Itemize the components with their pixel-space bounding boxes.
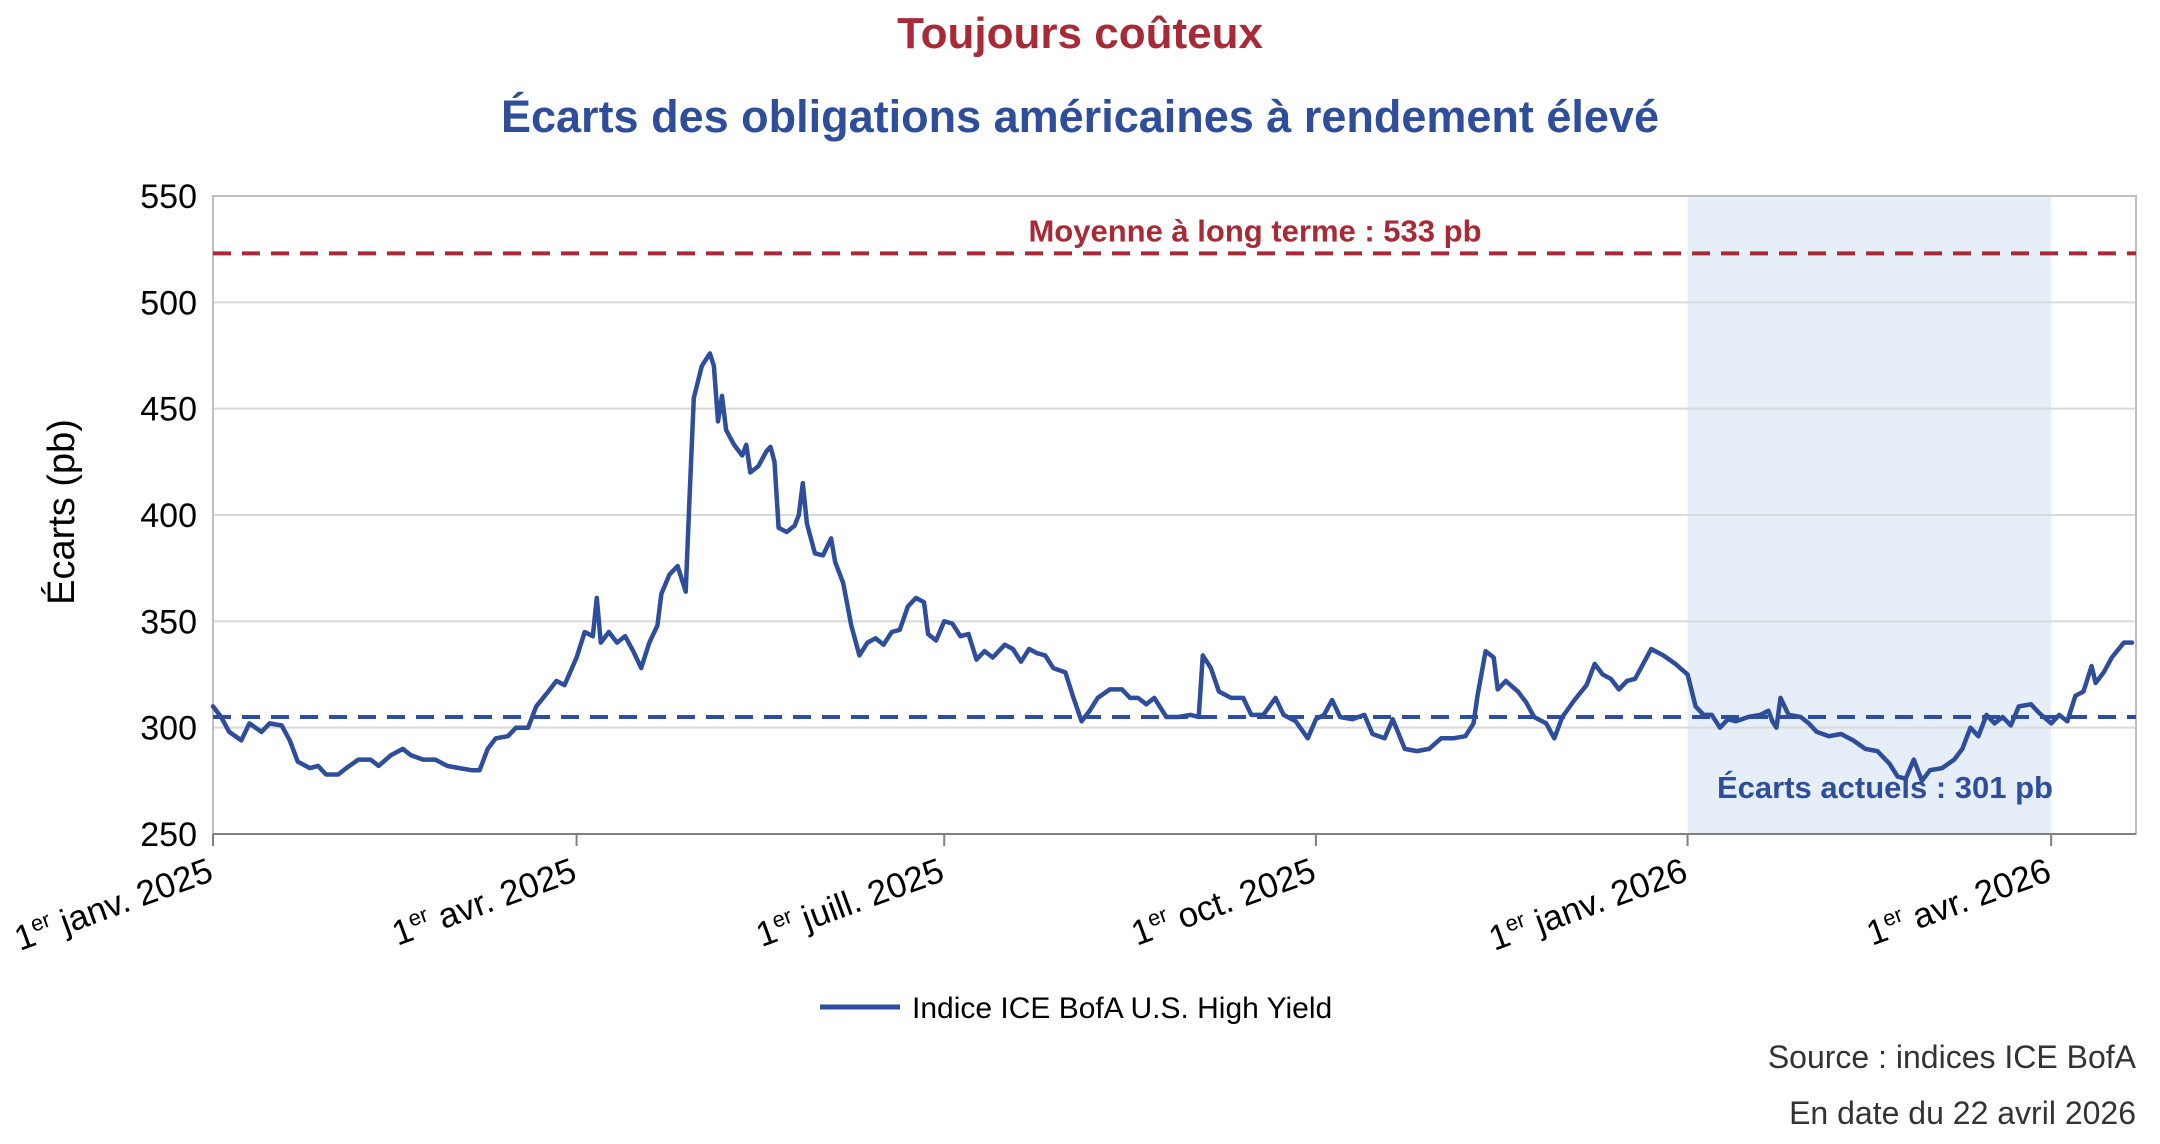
y-tick-label: 250 xyxy=(140,816,197,854)
long-term-average-label: Moyenne à long terme : 533 pb xyxy=(1028,213,1481,248)
series-line xyxy=(210,351,2135,784)
legend: Indice ICE BofA U.S. High Yield xyxy=(820,992,1332,1025)
source-note: Source : indices ICE BofA xyxy=(1768,1039,2137,1075)
plot-area: 250 300 350 400 450 500 550 1er janv. 2025 1er a… xyxy=(9,178,2137,959)
y-tick-label: 400 xyxy=(140,497,197,535)
chart-title: Toujours coûteux xyxy=(897,9,1263,58)
y-tick-label: 500 xyxy=(140,284,197,322)
x-tick-label: 1er avr. 2025 xyxy=(386,849,581,953)
y-axis-label: Écarts (pb) xyxy=(40,419,83,605)
y-tick-label: 300 xyxy=(140,710,197,748)
x-tick-label: 1er avr. 2026 xyxy=(1861,849,2056,953)
y-tick-label: 350 xyxy=(140,603,197,641)
y-tick-label: 550 xyxy=(140,178,197,216)
x-tick-label: 1er janv. 2025 xyxy=(9,849,218,959)
x-tick-label: 1er oct. 2025 xyxy=(1125,849,1320,953)
legend-label: Indice ICE BofA U.S. High Yield xyxy=(912,992,1332,1025)
x-tick-label: 1er juill. 2025 xyxy=(750,849,949,955)
as-of-date: En date du 22 avril 2026 xyxy=(1789,1095,2136,1131)
x-tick-label: 1er janv. 2026 xyxy=(1483,849,1692,959)
current-spread-label: Écarts actuels : 301 pb xyxy=(1717,770,2053,805)
y-tick-label: 450 xyxy=(140,391,197,429)
chart-subtitle: Écarts des obligations américaines à ren… xyxy=(501,91,1659,142)
